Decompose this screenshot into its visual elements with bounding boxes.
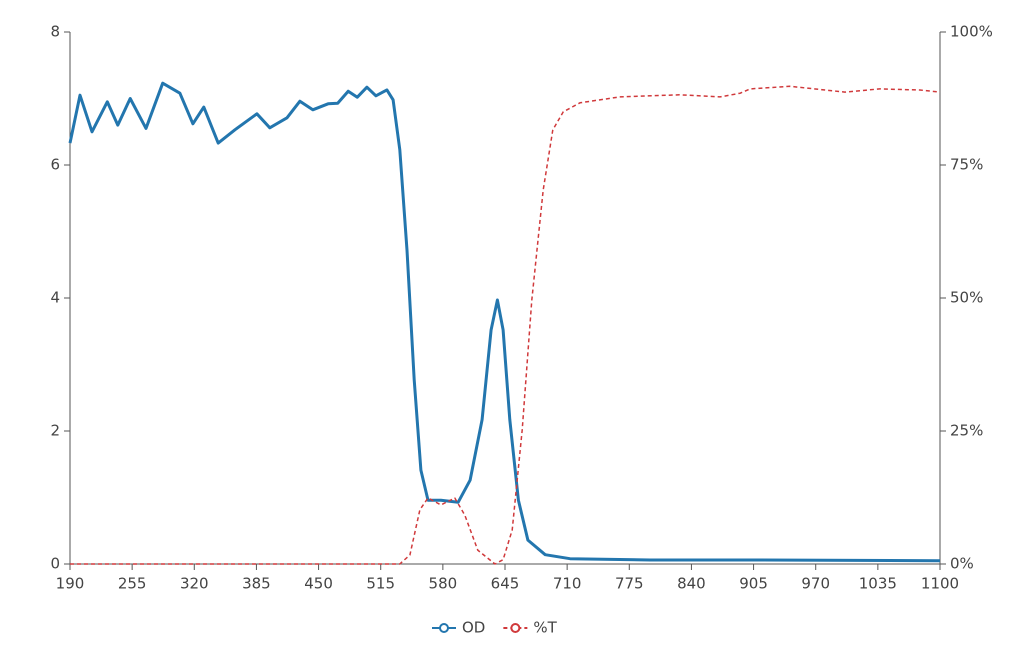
x-tick-label: 580: [429, 575, 458, 593]
x-tick-label: 710: [553, 575, 582, 593]
y-tick-label: 6: [50, 156, 60, 174]
x-tick-label: 905: [739, 575, 768, 593]
legend-marker: [510, 623, 521, 633]
x-tick-label: 775: [615, 575, 644, 593]
y-tick-label: 2: [50, 422, 60, 440]
x-tick-label: 450: [304, 575, 333, 593]
x-tick-label: 645: [491, 575, 520, 593]
x-tick-label: 1100: [921, 575, 959, 593]
series-line: [68, 81, 941, 563]
x-tick-label: 190: [56, 575, 85, 593]
y2-tick-label: 0%: [950, 555, 974, 573]
legend-label: %T: [533, 619, 557, 637]
y-tick-label: 8: [50, 23, 60, 41]
y-tick-label: 0: [50, 555, 60, 573]
x-tick-label: 255: [118, 575, 147, 593]
series-line: [70, 85, 941, 565]
x-tick-label: 970: [801, 575, 830, 593]
x-tick-label: 1035: [859, 575, 897, 593]
y2-tick-label: 75%: [950, 156, 983, 174]
y2-tick-label: 50%: [950, 289, 983, 307]
y-tick-label: 4: [50, 289, 60, 307]
x-tick-label: 385: [242, 575, 271, 593]
x-tick-label: 515: [366, 575, 395, 593]
legend-label: OD: [462, 619, 485, 637]
legend-marker: [439, 623, 449, 633]
y2-tick-label: 100%: [950, 23, 993, 41]
x-tick-label: 320: [180, 575, 209, 593]
x-tick-label: 840: [677, 575, 706, 593]
y2-tick-label: 25%: [950, 422, 983, 440]
